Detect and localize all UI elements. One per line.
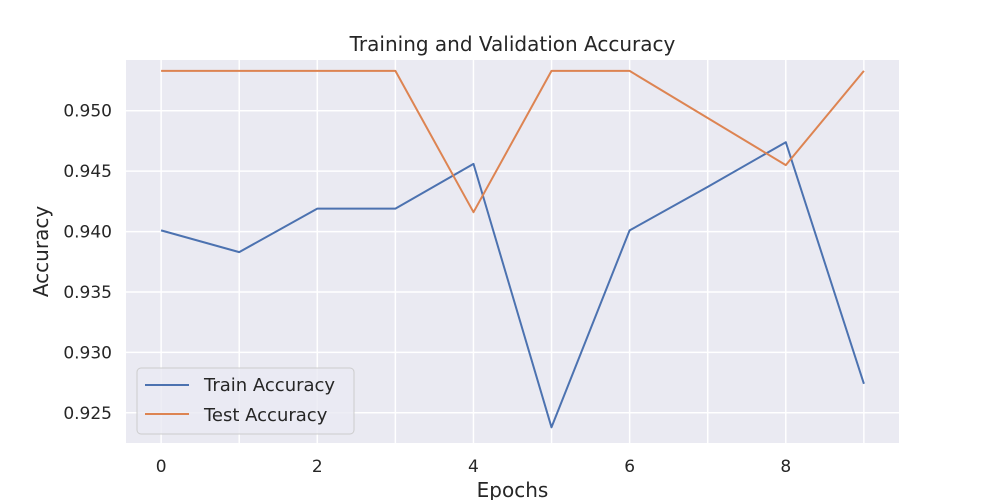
- y-tick-label: 0.925: [63, 404, 112, 424]
- legend-label-train: Train Accuracy: [203, 375, 335, 396]
- y-axis-label: Accuracy: [29, 206, 53, 297]
- y-tick-label: 0.940: [63, 223, 112, 243]
- x-axis-label: Epochs: [477, 478, 549, 500]
- y-tick-label: 0.945: [63, 162, 112, 182]
- x-tick-label: 6: [624, 457, 635, 477]
- x-tick-label: 4: [468, 457, 479, 477]
- series-line-test-accuracy: [161, 69, 865, 214]
- legend-box: [136, 367, 355, 435]
- series-line-train-accuracy: [160, 141, 865, 429]
- y-tick-label: 0.935: [63, 283, 112, 303]
- legend: Train Accuracy Test Accuracy: [136, 367, 355, 435]
- legend-label-test: Test Accuracy: [203, 405, 328, 426]
- series-lines: [160, 69, 865, 429]
- x-tick-label: 8: [780, 457, 791, 477]
- y-tick-labels: 0.925 0.930 0.935 0.940 0.945 0.950: [63, 102, 112, 424]
- y-tick-label: 0.930: [63, 343, 112, 363]
- y-tick-label: 0.950: [63, 102, 112, 122]
- x-tick-label: 0: [156, 457, 167, 477]
- x-tick-labels: 0 2 4 6 8: [156, 457, 791, 477]
- x-tick-label: 2: [312, 457, 323, 477]
- grid-lines: [126, 60, 899, 443]
- chart-title: Training and Validation Accuracy: [349, 32, 676, 56]
